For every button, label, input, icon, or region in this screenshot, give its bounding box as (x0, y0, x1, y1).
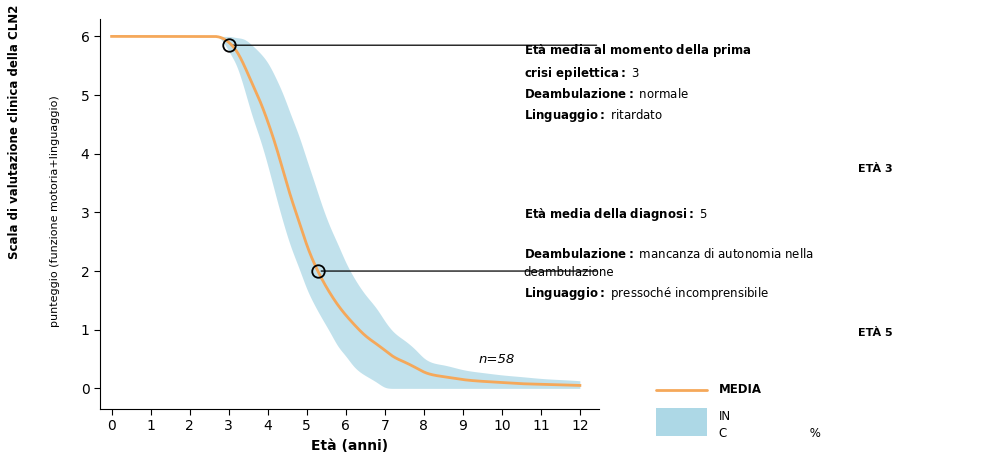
FancyBboxPatch shape (655, 407, 707, 436)
Text: IN: IN (718, 410, 730, 423)
Text: Scala di valutazione clinica della CLN2: Scala di valutazione clinica della CLN2 (8, 4, 22, 259)
Text: ETÀ 5: ETÀ 5 (858, 328, 892, 338)
Text: C                      %: C % (718, 427, 820, 439)
Text: ETÀ 3: ETÀ 3 (858, 164, 892, 174)
Text: $\bf{Età\ media\ al\ momento\ della\ prima}$
$\bf{crisi\ epilettica:}$ 3
$\bf{De: $\bf{Età\ media\ al\ momento\ della\ pri… (523, 42, 751, 125)
Text: punteggio (funzione motoria+linguaggio): punteggio (funzione motoria+linguaggio) (50, 95, 60, 328)
X-axis label: Età (anni): Età (anni) (311, 439, 389, 453)
Text: $\bf{Età\ media\ della\ diagnosi:}$ 5

$\bf{Deambulazione:}$ mancanza di autonom: $\bf{Età\ media\ della\ diagnosi:}$ 5 $\… (523, 206, 813, 302)
Text: n=58: n=58 (479, 353, 514, 366)
Text: MEDIA: MEDIA (718, 383, 761, 396)
